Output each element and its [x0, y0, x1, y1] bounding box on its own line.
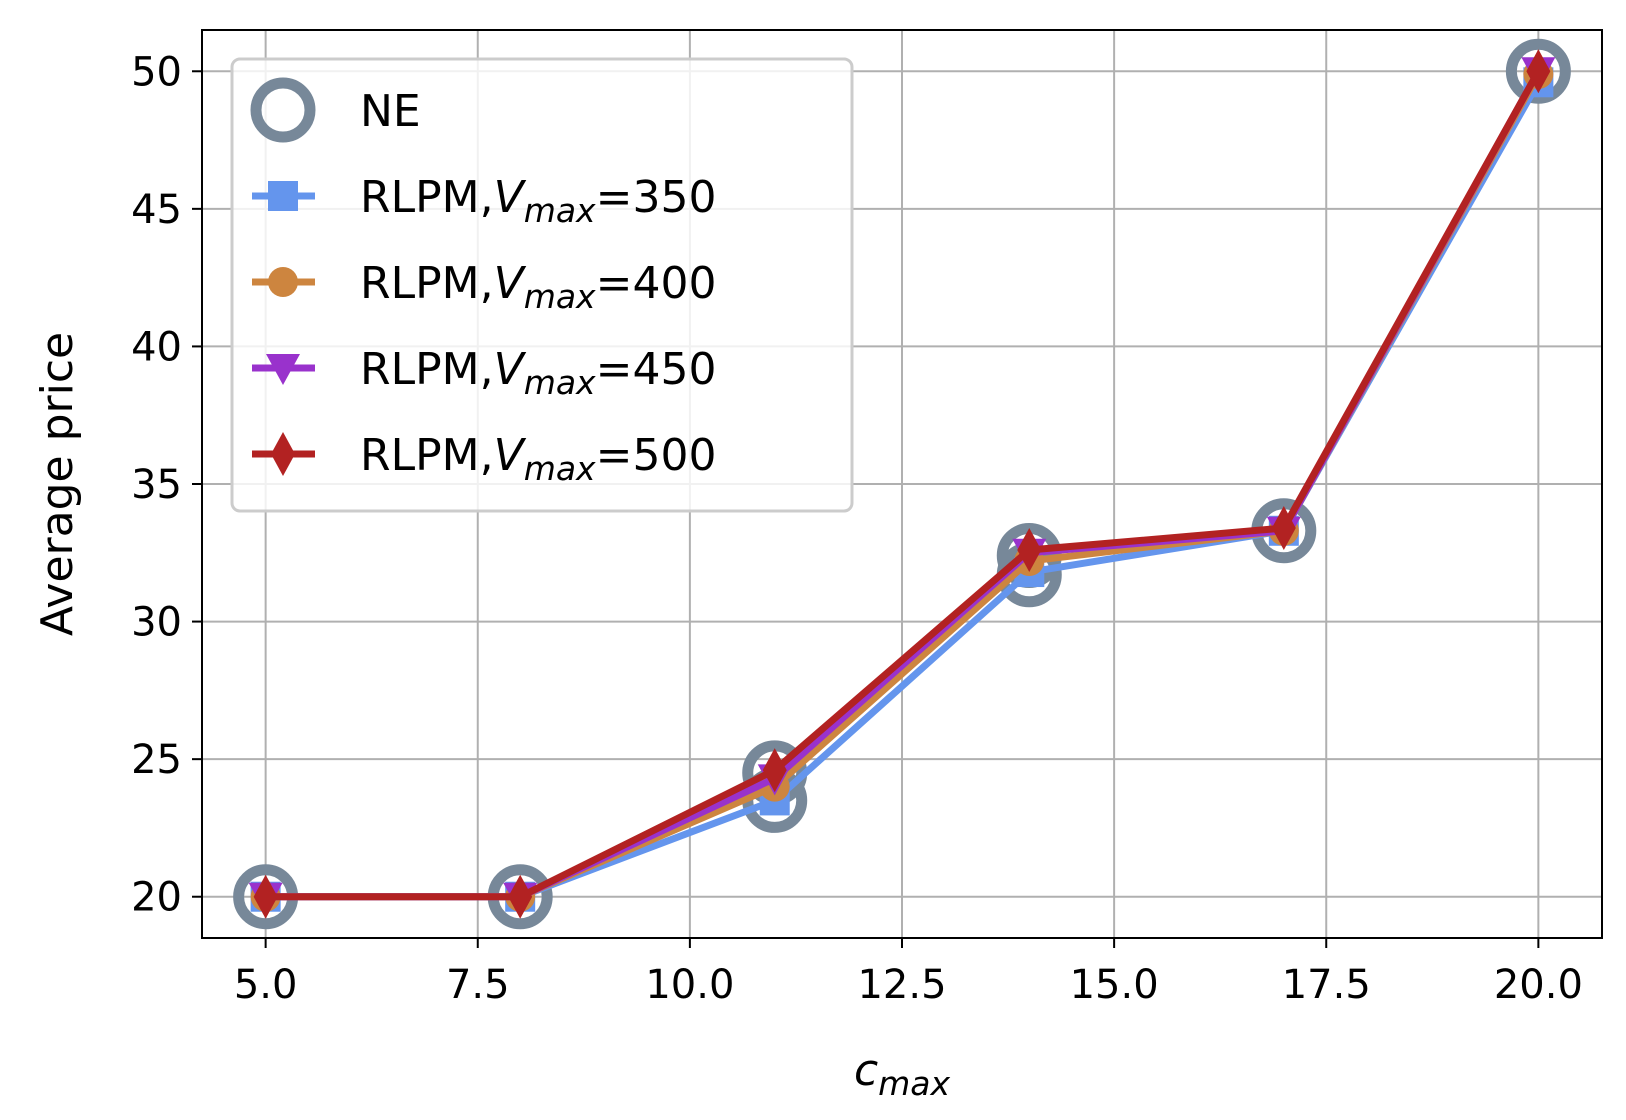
data-point: [762, 748, 787, 793]
data-point: [508, 874, 533, 919]
legend-label: RLPM,Vmax=400: [360, 258, 716, 316]
data-point: [1017, 528, 1042, 573]
legend-marker: [271, 432, 295, 476]
series-layer: [233, 38, 1571, 930]
legend-entry: RLPM,Vmax=400: [252, 258, 716, 316]
legend-label: NE: [360, 86, 421, 137]
legend-box: [230, 57, 854, 513]
series-line: [265, 69, 1542, 901]
y-tick-label: 25: [131, 737, 182, 783]
y-tick-label: 30: [131, 600, 182, 646]
legend-entry: RLPM,Vmax=350: [252, 172, 716, 230]
y-tick-label: 35: [131, 462, 182, 508]
x-tick-label: 5.0: [234, 962, 298, 1008]
legend-marker: [250, 77, 316, 143]
x-tick-label: 17.5: [1282, 962, 1371, 1008]
data-point: [1271, 506, 1296, 551]
x-tick-label: 10.0: [645, 962, 734, 1008]
data-point: [253, 874, 278, 919]
x-tick-label: 7.5: [446, 962, 510, 1008]
legend-marker: [266, 354, 300, 385]
legend-marker: [268, 267, 298, 297]
y-tick-label: 20: [131, 875, 182, 921]
legend-marker: [268, 181, 298, 211]
x-axis-label: cmax: [854, 1045, 951, 1103]
legend-label: RLPM,Vmax=500: [360, 430, 716, 488]
y-tick-label: 50: [131, 49, 182, 95]
series-4: [253, 49, 1551, 919]
axis-ticks: 5.0 7.5 10.0 12.5 15.0 17.5 20.0 20 25 30 35 40 45 50: [131, 49, 1583, 1008]
y-axis-label: Average price: [32, 332, 83, 636]
legend-entry: RLPM,Vmax=500: [252, 430, 716, 488]
legend-entry: RLPM,Vmax=450: [252, 344, 716, 402]
legend: NE RLPM,Vmax=350 RLPM,Vmax=400 RLPM,Vmax=45…: [230, 57, 854, 513]
legend-label: RLPM,Vmax=450: [360, 344, 716, 402]
plot-frame: [201, 29, 1603, 939]
x-tick-label: 20.0: [1494, 962, 1583, 1008]
y-tick-label: 45: [131, 187, 182, 233]
x-tick-label: 15.0: [1070, 962, 1159, 1008]
data-point: [1505, 38, 1571, 104]
data-point: [1526, 49, 1551, 94]
y-tick-label: 40: [131, 324, 182, 370]
legend-entry: NE: [250, 77, 421, 143]
legend-label: RLPM,Vmax=350: [360, 172, 716, 230]
x-tick-label: 12.5: [857, 962, 946, 1008]
